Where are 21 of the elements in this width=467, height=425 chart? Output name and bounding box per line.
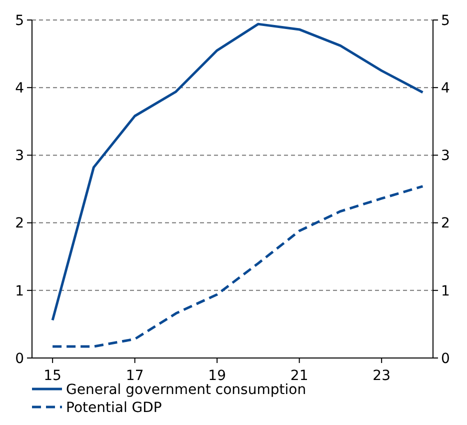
y-tick-label: 2 <box>15 216 24 232</box>
legend-label: Potential GDP <box>66 400 162 416</box>
y2-tick-label: 3 <box>441 148 450 164</box>
legend-label: General government consumption <box>66 382 306 398</box>
y2-tick-label: 1 <box>441 283 450 300</box>
y-tick-label: 3 <box>15 148 24 164</box>
y2-tick-label: 4 <box>441 80 450 96</box>
y2-tick-label: 5 <box>441 12 450 29</box>
x-tick-label: 23 <box>372 368 391 384</box>
x-tick-label: 15 <box>44 368 62 384</box>
y-tick-label: 1 <box>15 283 24 300</box>
y-tick-label: 5 <box>15 12 24 29</box>
x-tick-label: 21 <box>290 368 308 384</box>
x-tick-label: 19 <box>208 368 226 384</box>
line-series <box>51 185 424 348</box>
x-tick-label: 17 <box>126 368 144 384</box>
line-series <box>51 22 424 322</box>
y2-tick-label: 2 <box>441 216 450 232</box>
y2-tick-label: 0 <box>441 350 450 367</box>
y-tick-label: 0 <box>15 350 24 367</box>
y-tick-label: 4 <box>15 80 24 96</box>
